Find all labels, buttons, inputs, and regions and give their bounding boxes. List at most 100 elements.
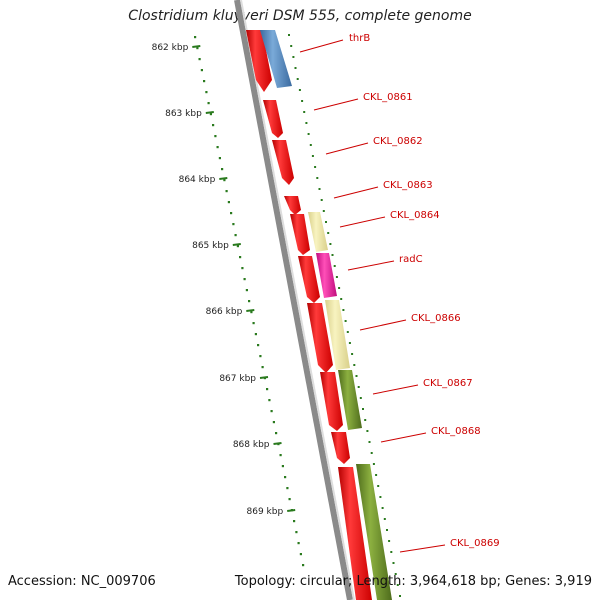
scale-dot — [293, 520, 296, 523]
cds-arrow-CKL_0861[interactable] — [263, 100, 283, 138]
cds-arrow-CKL_0862[interactable] — [272, 140, 294, 185]
scale-dot — [284, 476, 287, 479]
feature-yellow-2[interactable] — [325, 300, 350, 370]
feature-green-2[interactable] — [356, 464, 392, 600]
gene-label-CKL_0861[interactable]: CKL_0861 — [363, 92, 413, 103]
feature-track — [260, 30, 392, 600]
gene-label-radC[interactable]: radC — [399, 254, 423, 265]
scale-dot — [216, 146, 219, 149]
guide-dot — [355, 375, 358, 377]
scale-dot — [203, 80, 206, 83]
accession-text: Accession: NC_009706 — [8, 574, 156, 589]
cds-arrow-CKL_0866[interactable] — [307, 303, 333, 373]
scale-dot — [288, 498, 291, 501]
scale-dot — [252, 322, 255, 325]
feature-yellow-1[interactable] — [308, 212, 328, 252]
scale-major-tick — [219, 177, 228, 180]
guide-dot — [383, 518, 386, 520]
gene-leader-line — [333, 186, 379, 199]
scale-label: 862 kbp — [152, 43, 189, 53]
feature-guide-dotted-line — [288, 34, 401, 597]
gene-label-CKL_0869[interactable]: CKL_0869 — [450, 538, 500, 549]
guide-dot — [388, 540, 391, 542]
scale-dot — [214, 135, 217, 138]
scale-dot — [207, 102, 210, 105]
guide-dot — [307, 133, 310, 135]
gene-leader-line — [380, 432, 427, 443]
scale-dot — [281, 465, 284, 468]
scale-dot — [286, 487, 289, 490]
guide-dot — [314, 166, 317, 168]
scale-labels: 862 kbp 863 kbp 864 kbp 865 kbp 866 kbp 867 k… — [152, 43, 296, 517]
gene-label-CKL_0868[interactable]: CKL_0868 — [431, 426, 481, 437]
scale-dot — [279, 454, 282, 457]
scale-dot — [248, 300, 251, 303]
scale-dot — [270, 410, 273, 413]
guide-dot — [327, 232, 330, 234]
scale-dot — [299, 553, 302, 556]
map-title: Clostridium kluyveri DSM 555, complete g… — [128, 8, 472, 24]
gene-leader-line — [325, 142, 369, 155]
scale-dot — [259, 355, 262, 358]
scale-label: 867 kbp — [219, 374, 256, 384]
scale-major-tick — [232, 243, 241, 246]
scale-label: 869 kbp — [247, 507, 284, 517]
cds-arrow-CKL_0868[interactable] — [331, 432, 350, 464]
gene-label-CKL_0862[interactable]: CKL_0862 — [373, 136, 423, 147]
scale-dotted-line — [194, 36, 305, 567]
gene-leader-line — [347, 260, 395, 271]
guide-dot — [348, 342, 351, 344]
scale-dot — [230, 212, 233, 215]
gene-label-thrB[interactable]: thrB — [349, 33, 370, 44]
gene-leader-line — [339, 216, 386, 228]
scale-dot — [221, 168, 224, 171]
scale-dot — [295, 531, 298, 534]
scale-dot — [241, 267, 244, 270]
gene-label-CKL_0864[interactable]: CKL_0864 — [390, 210, 440, 221]
guide-dot — [396, 584, 399, 586]
guide-dot — [294, 67, 297, 69]
gene-leader-line — [313, 98, 359, 111]
scale-dot — [268, 399, 271, 402]
scale-label: 863 kbp — [165, 109, 202, 119]
guide-dot — [325, 221, 327, 223]
scale-label: 864 kbp — [179, 175, 216, 185]
cds-arrow-CKL_0864[interactable] — [290, 214, 310, 255]
gene-label-CKL_0866[interactable]: CKL_0866 — [411, 313, 461, 324]
scale-dot — [245, 289, 248, 292]
scale-dot — [297, 542, 300, 545]
gene-label-CKL_0867[interactable]: CKL_0867 — [423, 378, 473, 389]
cds-arrow-CKL_0863[interactable] — [284, 196, 301, 215]
guide-dot — [303, 111, 306, 113]
cds-arrow-thrB[interactable] — [246, 30, 272, 92]
scale-dot — [200, 69, 203, 72]
guide-dot — [340, 298, 343, 300]
feature-green-1[interactable] — [338, 370, 362, 430]
guide-dot — [346, 331, 349, 333]
cds-arrow-CKL_0867[interactable] — [320, 372, 343, 431]
scale-label: 866 kbp — [206, 307, 243, 317]
guide-dot — [364, 419, 367, 421]
guide-dot — [320, 199, 323, 201]
gene-label-CKL_0863[interactable]: CKL_0863 — [383, 180, 433, 191]
scale-major-tick — [192, 45, 201, 48]
scale-major-tick — [273, 442, 282, 445]
guide-dot — [386, 529, 388, 531]
feature-magenta[interactable] — [316, 253, 337, 298]
guide-dot — [370, 452, 373, 454]
gene-labels: thrB CKL_0861 CKL_0862 CKL_0863 CKL_0864 radC… — [299, 33, 500, 553]
scale-major-tick — [287, 509, 296, 512]
scale-dot — [302, 564, 305, 567]
cds-arrow-radC[interactable] — [298, 256, 320, 303]
scale-dot — [225, 190, 228, 193]
scale-dot — [232, 223, 235, 226]
guide-dot — [375, 474, 378, 476]
feature-blue[interactable] — [260, 30, 292, 88]
cds-arrow-CKL_0869[interactable] — [338, 467, 372, 600]
scale-dot — [243, 278, 246, 281]
scale-dot — [196, 47, 199, 50]
scale-dot — [227, 201, 230, 204]
guide-dot — [372, 463, 375, 465]
topology-text: Topology: circular; Length: 3,964,618 bp… — [234, 574, 592, 589]
